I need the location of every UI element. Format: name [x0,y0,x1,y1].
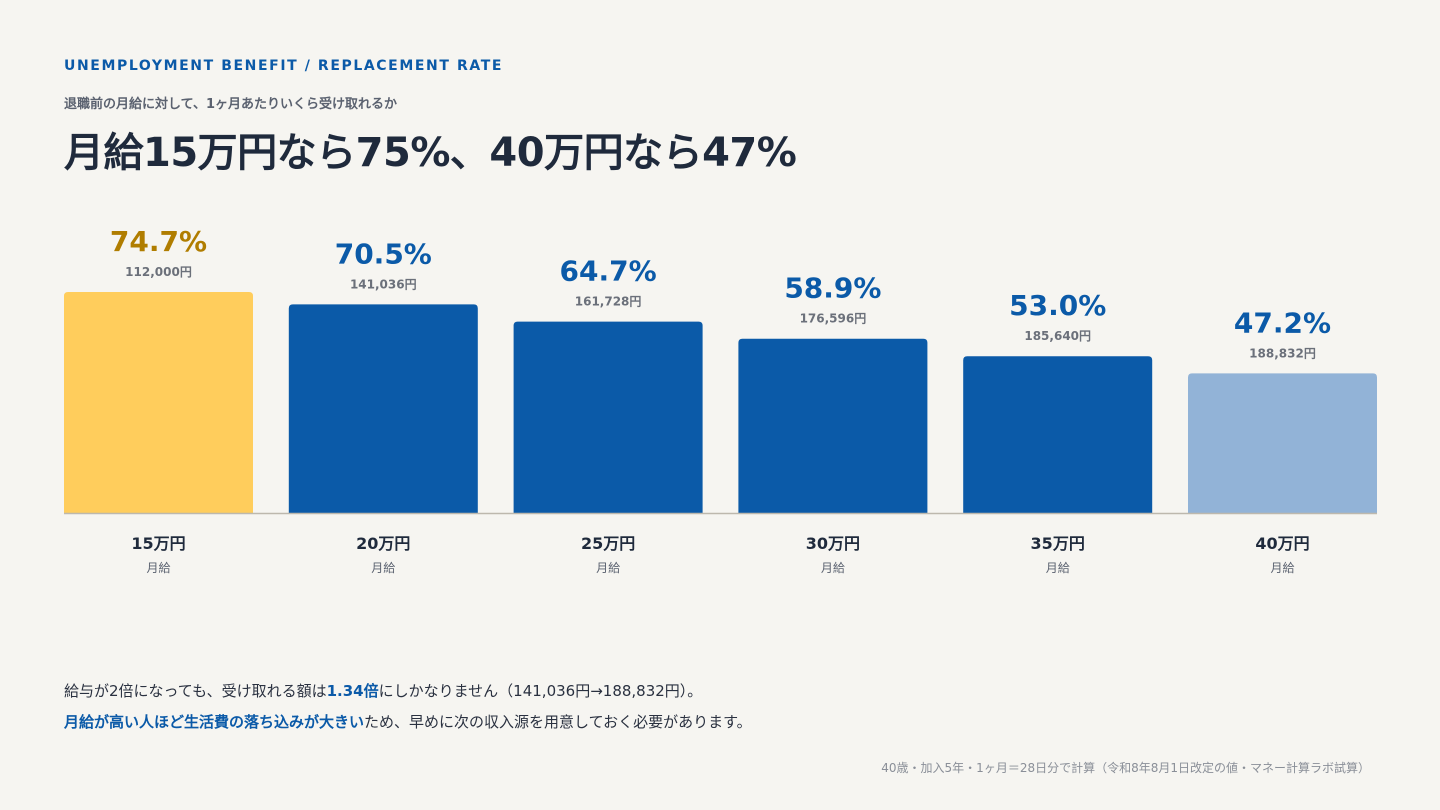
category-label-4: 30万円 [806,534,860,553]
summary-note-1-text-a: 給与が2倍になっても、受け取れる額は [64,682,327,700]
value-label-1: 74.7% [110,225,207,258]
category-sublabel-6: 月給 [1270,561,1294,575]
category-label-1: 15万円 [131,534,185,553]
value-label-5: 53.0% [1009,289,1106,322]
category-sublabel-4: 月給 [821,561,845,575]
category-sublabel-3: 月給 [596,561,620,575]
page-title: 月給15万円なら75%、40万円なら47% [64,130,797,176]
amount-label-4: 176,596円 [800,312,867,326]
calculation-footnote: 40歳・加入5年・1ヶ月＝28日分で計算（令和8年8月1日改定の値・マネー計算ラ… [881,761,1370,775]
summary-note-1: 給与が2倍になっても、受け取れる額は1.34倍にしかなりません（141,036円… [64,680,702,701]
amount-label-5: 185,640円 [1024,329,1091,343]
bar-4 [738,338,928,513]
eyebrow-label: UNEMPLOYMENT BENEFIT / REPLACEMENT RATE [64,58,504,74]
summary-note-1-text-b: にしかなりません（141,036円→188,832円）。 [378,682,703,700]
category-label-3: 25万円 [581,534,635,553]
category-label-2: 20万円 [356,534,410,553]
amount-label-6: 188,832円 [1249,346,1316,360]
amount-label-3: 161,728円 [575,295,642,309]
bar-2 [288,304,478,513]
category-sublabel-5: 月給 [1046,561,1070,575]
bar-3 [513,321,703,513]
summary-note-2-text: ため、早めに次の収入源を用意しておく必要があります。 [364,713,752,731]
category-label-5: 35万円 [1031,534,1085,553]
summary-note-2: 月給が高い人ほど生活費の落ち込みが大きいため、早めに次の収入源を用意しておく必要… [64,711,752,732]
amount-label-1: 112,000円 [125,265,192,279]
category-sublabel-1: 月給 [146,561,170,575]
value-label-3: 64.7% [560,255,657,288]
bar-1 [64,292,253,513]
value-label-4: 58.9% [784,272,881,305]
bar-6 [1188,373,1377,513]
value-label-2: 70.5% [335,237,432,270]
page-subtitle: 退職前の月給に対して、1ヶ月あたりいくら受け取れるか [64,97,398,112]
summary-note-2-highlight: 月給が高い人ほど生活費の落ち込みが大きい [64,713,365,731]
category-sublabel-2: 月給 [371,561,395,575]
category-label-6: 40万円 [1255,534,1309,553]
amount-label-2: 141,036円 [350,277,417,291]
summary-note-1-highlight: 1.34倍 [326,682,379,700]
bar-5 [963,356,1153,513]
value-label-6: 47.2% [1234,306,1331,339]
